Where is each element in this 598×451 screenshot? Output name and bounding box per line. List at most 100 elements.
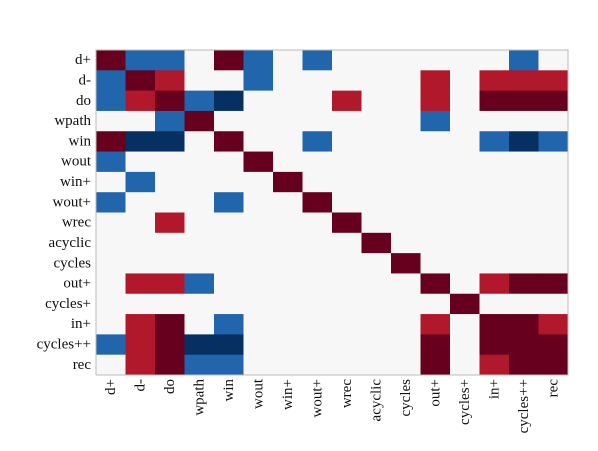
heatmap-cell xyxy=(450,212,480,234)
heatmap-cell xyxy=(420,232,451,254)
heatmap-cell xyxy=(214,334,244,356)
heatmap-cell xyxy=(538,171,569,193)
heatmap-cell xyxy=(243,192,274,213)
heatmap-cell xyxy=(125,314,156,335)
heatmap-cell xyxy=(96,171,126,193)
heatmap-cell xyxy=(214,90,244,112)
heatmap-cell xyxy=(273,232,303,254)
heatmap-cell xyxy=(361,293,392,315)
heatmap-cell xyxy=(479,171,510,193)
heatmap-cell xyxy=(509,232,539,254)
heatmap-cell xyxy=(96,334,126,356)
heatmap-cell xyxy=(450,314,480,335)
heatmap-cell xyxy=(302,314,333,335)
heatmap-cell xyxy=(538,314,569,335)
heatmap-cell xyxy=(125,110,156,132)
heatmap-cell xyxy=(214,354,244,376)
heatmap-cell xyxy=(420,50,451,71)
heatmap-cell xyxy=(538,70,569,92)
x-tick-label: out+ xyxy=(427,379,443,407)
heatmap-cell xyxy=(184,90,215,112)
heatmap-cell xyxy=(184,171,215,193)
heatmap-cell xyxy=(155,192,185,213)
heatmap-cell xyxy=(155,110,185,132)
heatmap-cell xyxy=(243,273,274,295)
heatmap-cell xyxy=(155,354,185,376)
heatmap-cell xyxy=(361,171,392,193)
heatmap-cell xyxy=(538,90,569,112)
heatmap-cell xyxy=(214,131,244,152)
heatmap-cell xyxy=(450,293,480,315)
heatmap-cell xyxy=(332,293,362,315)
heatmap-cell xyxy=(538,253,569,274)
heatmap-cell xyxy=(420,131,451,152)
heatmap-cell xyxy=(538,192,569,213)
heatmap-cell xyxy=(450,354,480,376)
heatmap-cell xyxy=(479,293,510,315)
heatmap-cell xyxy=(332,212,362,234)
heatmap-cell xyxy=(96,293,126,315)
heatmap-cell xyxy=(184,334,215,356)
heatmap-cell xyxy=(155,70,185,92)
heatmap-cell xyxy=(391,192,421,213)
heatmap-cell xyxy=(155,90,185,112)
heatmap-cell xyxy=(391,70,421,92)
heatmap-cell xyxy=(361,110,392,132)
x-tick-label: cycles+ xyxy=(457,379,473,425)
heatmap-cell xyxy=(302,293,333,315)
heatmap-cell xyxy=(302,171,333,193)
heatmap-cell xyxy=(302,70,333,92)
heatmap-cell xyxy=(273,354,303,376)
heatmap-cell xyxy=(273,273,303,295)
heatmap-cell xyxy=(125,212,156,234)
y-tick-label: wout xyxy=(61,154,92,170)
heatmap-cell xyxy=(361,314,392,335)
heatmap-cell xyxy=(361,212,392,234)
heatmap-cell xyxy=(273,131,303,152)
heatmap-cell xyxy=(479,151,510,173)
heatmap-cell xyxy=(538,273,569,295)
heatmap-cell xyxy=(214,212,244,234)
heatmap-cell xyxy=(332,192,362,213)
heatmap-cell xyxy=(96,110,126,132)
x-tick-label: wpath xyxy=(191,379,207,416)
heatmap-cell xyxy=(420,293,451,315)
heatmap-cell xyxy=(125,334,156,356)
heatmap-cell xyxy=(243,110,274,132)
heatmap-cell xyxy=(155,171,185,193)
heatmap-cell xyxy=(538,110,569,132)
heatmap-cell xyxy=(538,131,569,152)
heatmap-cell xyxy=(361,50,392,71)
heatmap-cell xyxy=(509,70,539,92)
heatmap-cell xyxy=(243,354,274,376)
heatmap-cell xyxy=(509,151,539,173)
heatmap-cell xyxy=(96,151,126,173)
heatmap-cell xyxy=(420,151,451,173)
x-tick-label: in+ xyxy=(486,379,502,399)
heatmap-cell xyxy=(96,131,126,152)
heatmap-cell xyxy=(273,90,303,112)
heatmap-cell xyxy=(243,90,274,112)
heatmap-cell xyxy=(420,334,451,356)
heatmap-cell xyxy=(479,354,510,376)
heatmap-cell xyxy=(125,253,156,274)
heatmap-cell xyxy=(391,293,421,315)
heatmap-cell xyxy=(479,273,510,295)
y-tick-label: win+ xyxy=(60,174,91,190)
heatmap-cell xyxy=(273,171,303,193)
heatmap-cell xyxy=(420,110,451,132)
heatmap-cell xyxy=(125,50,156,71)
x-tick-label: win+ xyxy=(280,379,296,410)
x-tick-label: cycles++ xyxy=(516,379,532,433)
y-tick-label: win xyxy=(69,133,92,149)
y-tick-label: out+ xyxy=(63,276,91,292)
heatmap-cell xyxy=(509,131,539,152)
heatmap-cell xyxy=(479,90,510,112)
y-tick-label: d+ xyxy=(75,52,91,68)
heatmap-cell xyxy=(155,151,185,173)
heatmap-cell xyxy=(214,273,244,295)
x-tick-label: wout+ xyxy=(309,379,325,417)
y-tick-label: cycles xyxy=(54,255,92,271)
heatmap-cell xyxy=(332,232,362,254)
heatmap-cell xyxy=(420,314,451,335)
